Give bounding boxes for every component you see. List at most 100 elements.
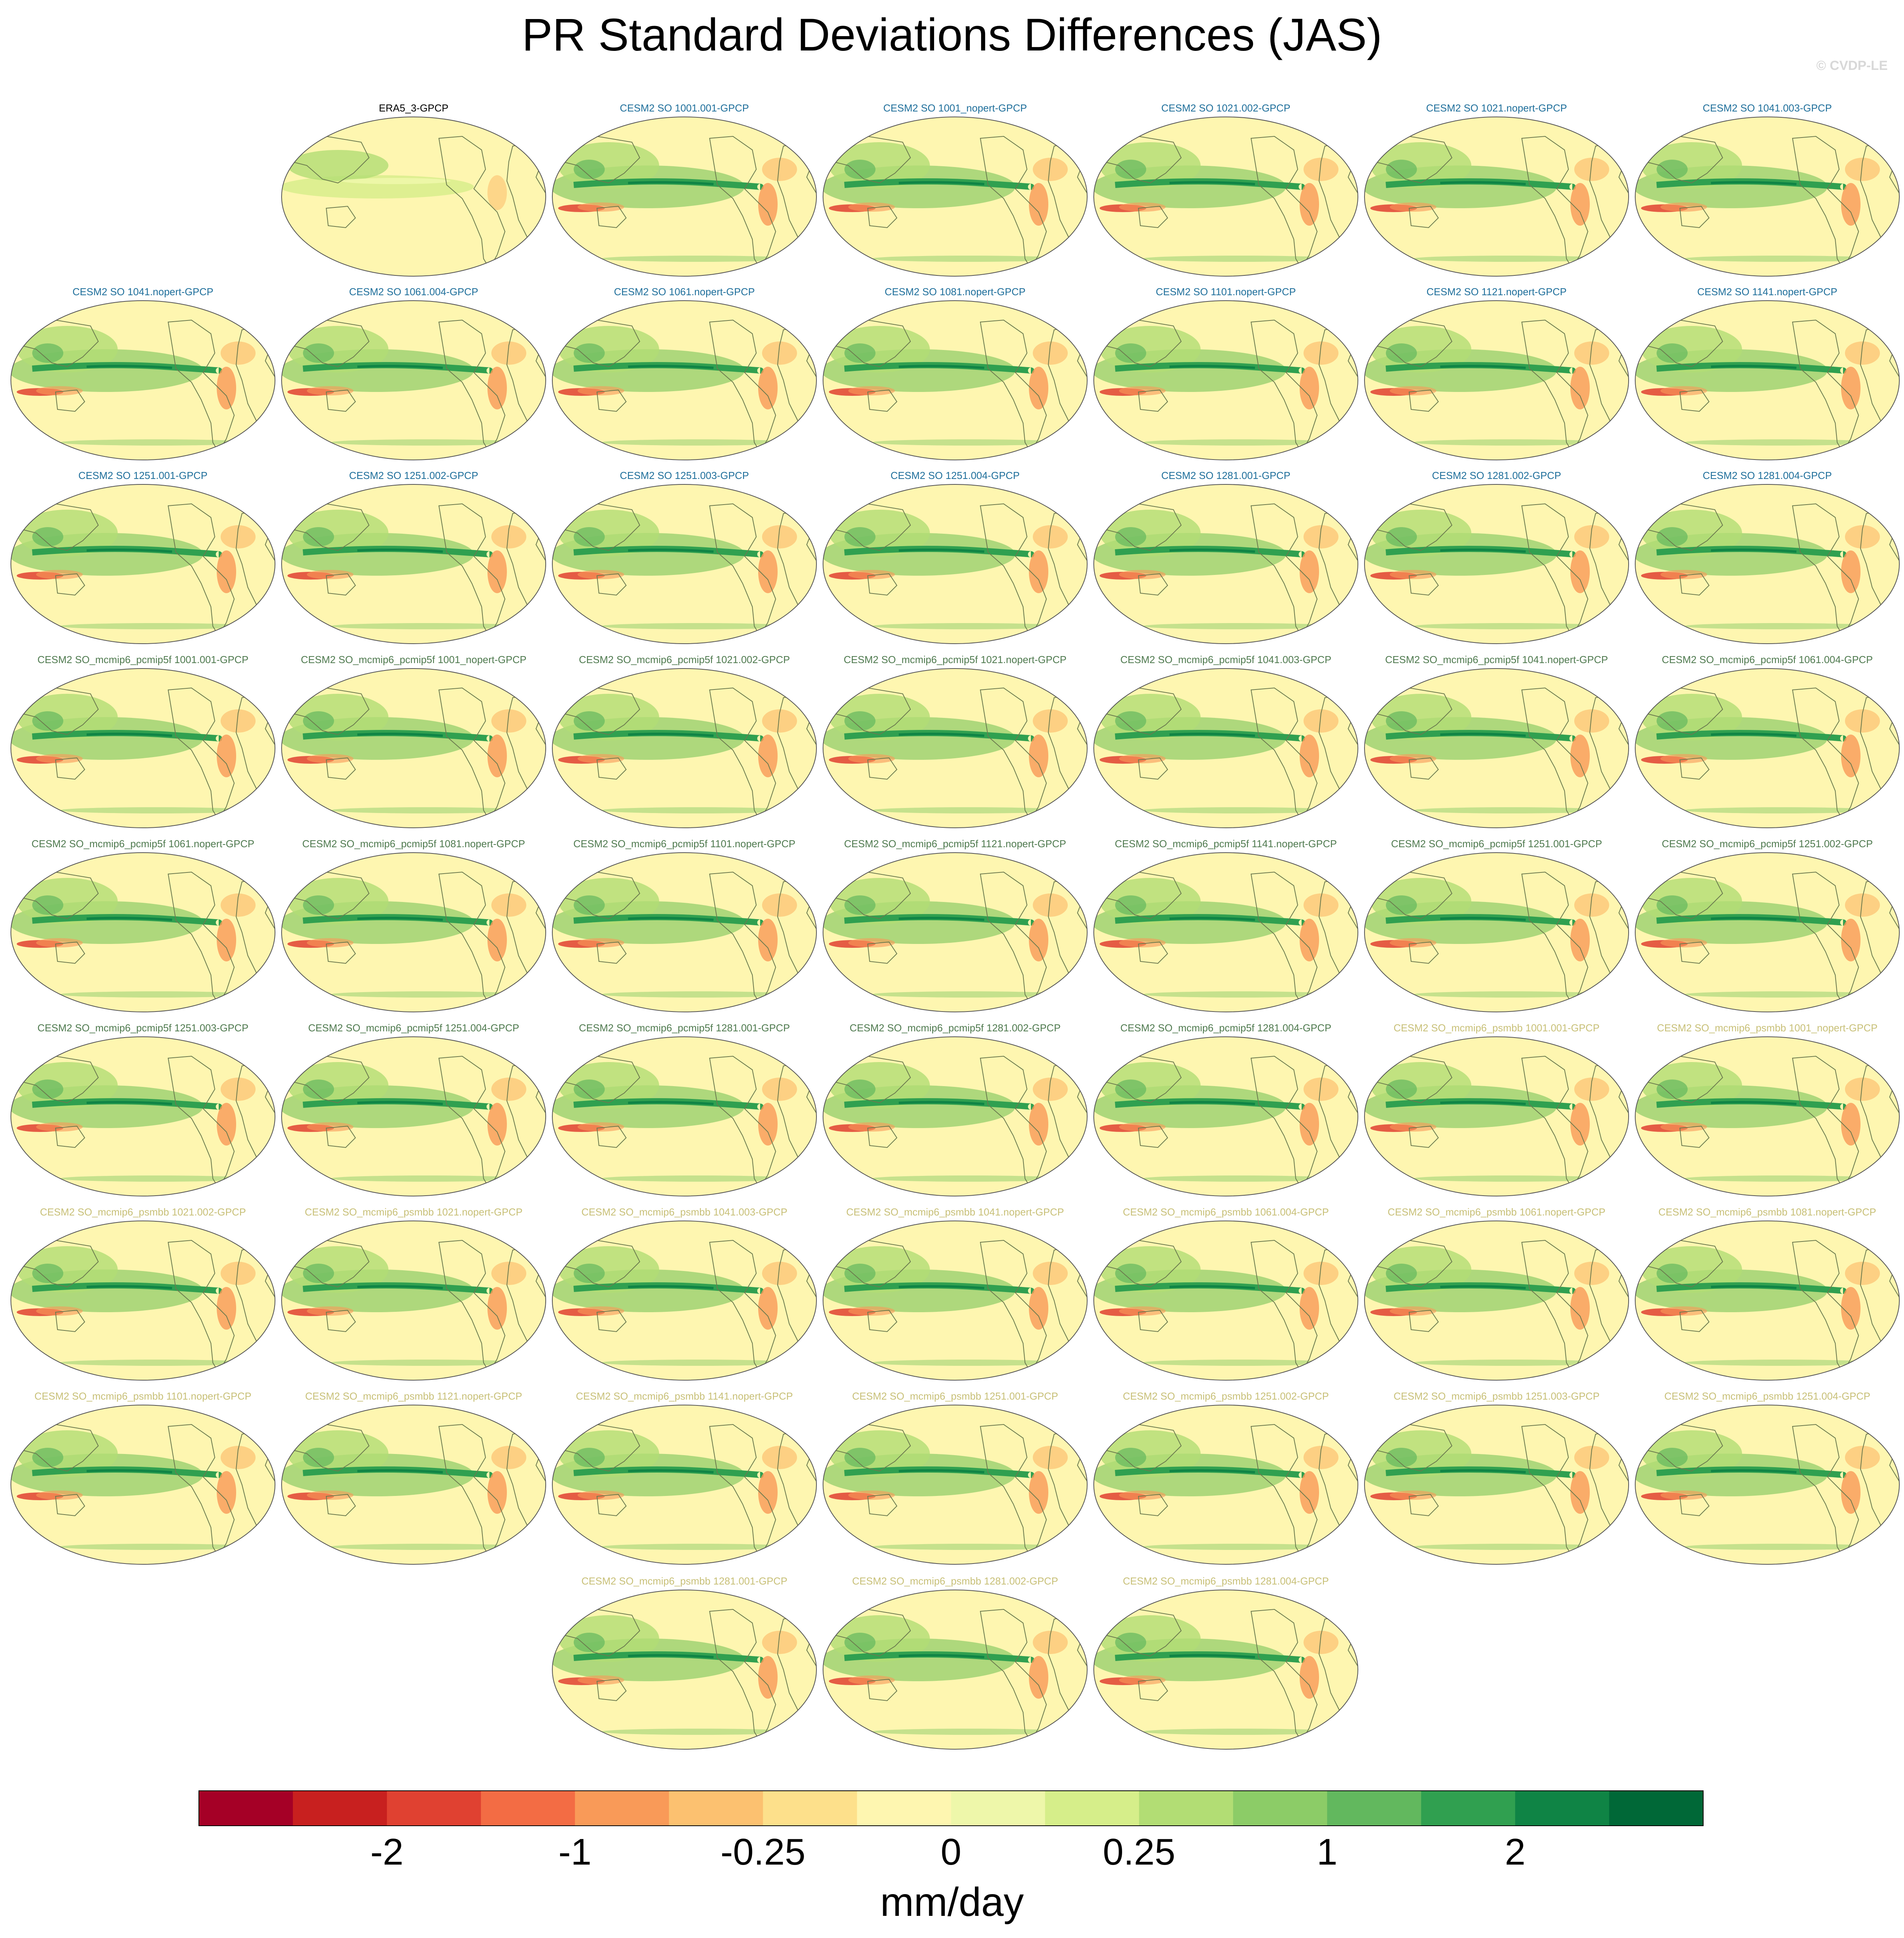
panel-title: CESM2 SO_mcmip6_psmbb 1141.nopert-GPCP [576, 1390, 793, 1402]
colorbar-tick-label: -2 [370, 1831, 404, 1873]
panel-title: CESM2 SO_mcmip6_psmbb 1251.004-GPCP [1664, 1390, 1871, 1402]
map-panel: CESM2 SO_mcmip6_pcmip5f 1281.004-GPCP [1090, 1022, 1362, 1200]
global-map [281, 1405, 546, 1565]
panel-title: CESM2 SO_mcmip6_pcmip5f 1251.002-GPCP [1662, 838, 1873, 850]
map-panel: CESM2 SO 1081.nopert-GPCP [819, 286, 1091, 464]
colorbar-swatch [1327, 1791, 1422, 1826]
colorbar-swatch [387, 1791, 481, 1826]
map-panel: ERA5_3-GPCP [278, 102, 550, 280]
map-panel: CESM2 SO_mcmip6_psmbb 1251.001-GPCP [819, 1390, 1091, 1569]
panel-title: CESM2 SO_mcmip6_pcmip5f 1281.001-GPCP [579, 1022, 790, 1034]
panel-title: CESM2 SO_mcmip6_pcmip5f 1041.nopert-GPCP [1385, 654, 1608, 665]
global-map [552, 117, 817, 277]
map-panel: CESM2 SO_mcmip6_psmbb 1061.nopert-GPCP [1361, 1206, 1632, 1384]
colorbar-swatch [1515, 1791, 1610, 1826]
global-map [281, 300, 546, 460]
map-panel: CESM2 SO_mcmip6_pcmip5f 1251.004-GPCP [278, 1022, 550, 1200]
global-map [552, 1405, 817, 1565]
panel-title: CESM2 SO_mcmip6_pcmip5f 1001.001-GPCP [37, 654, 249, 665]
colorbar-swatch [1609, 1791, 1704, 1826]
colorbar-tick-label: 1 [1317, 1831, 1338, 1873]
panel-title: CESM2 SO_mcmip6_pcmip5f 1061.nopert-GPCP [31, 838, 254, 850]
map-panel: CESM2 SO_mcmip6_pcmip5f 1101.nopert-GPCP [548, 838, 820, 1016]
map-panel: CESM2 SO 1251.001-GPCP [7, 469, 279, 648]
global-map [10, 484, 275, 644]
panel-title: CESM2 SO_mcmip6_pcmip5f 1101.nopert-GPCP [573, 838, 795, 850]
colorbar-swatch [951, 1791, 1046, 1826]
map-panel: CESM2 SO 1021.002-GPCP [1090, 102, 1362, 280]
colorbar-units: mm/day [880, 1880, 1024, 1925]
colorbar-frame [198, 1790, 1704, 1826]
global-map [823, 484, 1088, 644]
map-panel: CESM2 SO 1041.003-GPCP [1631, 102, 1903, 280]
panel-title: CESM2 SO_mcmip6_psmbb 1121.nopert-GPCP [305, 1390, 522, 1402]
global-map [1093, 1405, 1358, 1565]
global-map [823, 1405, 1088, 1565]
map-panel: CESM2 SO 1061.nopert-GPCP [548, 286, 820, 464]
panel-title: CESM2 SO 1021.002-GPCP [1161, 102, 1291, 114]
panel-title: CESM2 SO 1041.003-GPCP [1702, 102, 1832, 114]
global-map [10, 1036, 275, 1196]
colorbar-swatch [199, 1791, 293, 1826]
map-panel: CESM2 SO 1101.nopert-GPCP [1090, 286, 1362, 464]
global-map [823, 300, 1088, 460]
map-panel: CESM2 SO_mcmip6_pcmip5f 1001.001-GPCP [7, 653, 279, 832]
panel-title: CESM2 SO_mcmip6_pcmip5f 1281.002-GPCP [849, 1022, 1061, 1034]
panel-title: CESM2 SO_mcmip6_psmbb 1001_nopert-GPCP [1657, 1022, 1878, 1034]
map-panel: CESM2 SO 1021.nopert-GPCP [1361, 102, 1632, 280]
panel-title: CESM2 SO 1001.001-GPCP [620, 102, 749, 114]
global-map [552, 300, 817, 460]
global-map [1364, 852, 1629, 1012]
map-panel: CESM2 SO_mcmip6_psmbb 1281.004-GPCP [1090, 1575, 1362, 1753]
global-map [281, 668, 546, 828]
global-map [552, 852, 817, 1012]
panel-title: CESM2 SO 1061.004-GPCP [349, 286, 479, 298]
map-panel: CESM2 SO 1251.002-GPCP [278, 469, 550, 648]
panel-title: CESM2 SO_mcmip6_pcmip5f 1021.002-GPCP [579, 654, 790, 665]
panel-title: CESM2 SO_mcmip6_psmbb 1251.003-GPCP [1393, 1390, 1600, 1402]
panel-title: CESM2 SO_mcmip6_psmbb 1251.002-GPCP [1123, 1390, 1329, 1402]
panel-title: CESM2 SO_mcmip6_pcmip5f 1021.nopert-GPCP [844, 654, 1067, 665]
map-panel: CESM2 SO 1121.nopert-GPCP [1361, 286, 1632, 464]
global-map [552, 1590, 817, 1750]
map-panel: CESM2 SO 1001.001-GPCP [548, 102, 820, 280]
map-panel: CESM2 SO_mcmip6_pcmip5f 1121.nopert-GPCP [819, 838, 1091, 1016]
panel-title: CESM2 SO_mcmip6_psmbb 1251.001-GPCP [852, 1390, 1058, 1402]
colorbar-swatch [575, 1791, 669, 1826]
figure-title: PR Standard Deviations Differences (JAS) [522, 9, 1382, 61]
panel-title: CESM2 SO_mcmip6_pcmip5f 1251.003-GPCP [37, 1022, 249, 1034]
global-map [1635, 117, 1900, 277]
colorbar-tick-label: 2 [1505, 1831, 1526, 1873]
global-map [1093, 300, 1358, 460]
global-map [823, 1221, 1088, 1381]
global-map [281, 852, 546, 1012]
map-panel: CESM2 SO 1001_nopert-GPCP [819, 102, 1091, 280]
panel-title: CESM2 SO_mcmip6_pcmip5f 1121.nopert-GPCP [844, 838, 1066, 850]
global-map [552, 668, 817, 828]
panel-title: CESM2 SO_mcmip6_pcmip5f 1061.004-GPCP [1662, 654, 1873, 665]
global-map [1364, 668, 1629, 828]
map-panel: CESM2 SO_mcmip6_psmbb 1001.001-GPCP [1361, 1022, 1632, 1200]
map-panel: CESM2 SO_mcmip6_pcmip5f 1281.001-GPCP [548, 1022, 820, 1200]
map-panel: CESM2 SO_mcmip6_psmbb 1251.004-GPCP [1631, 1390, 1903, 1569]
colorbar-tick-label: 0 [940, 1831, 962, 1873]
map-panel: CESM2 SO_mcmip6_pcmip5f 1251.001-GPCP [1361, 838, 1632, 1016]
map-panel: CESM2 SO_mcmip6_pcmip5f 1021.002-GPCP [548, 653, 820, 832]
panel-title: CESM2 SO_mcmip6_pcmip5f 1041.003-GPCP [1120, 654, 1331, 665]
global-map [1093, 852, 1358, 1012]
global-map [1635, 484, 1900, 644]
panel-title: CESM2 SO 1121.nopert-GPCP [1426, 286, 1567, 298]
panel-title: CESM2 SO_mcmip6_pcmip5f 1001_nopert-GPCP [301, 654, 527, 665]
map-panel: CESM2 SO 1251.004-GPCP [819, 469, 1091, 648]
map-panel: CESM2 SO 1251.003-GPCP [548, 469, 820, 648]
global-map [1364, 1036, 1629, 1196]
panel-title: CESM2 SO 1281.004-GPCP [1702, 470, 1832, 481]
colorbar-swatch [763, 1791, 857, 1826]
global-map [281, 1221, 546, 1381]
global-map [552, 1036, 817, 1196]
colorbar-tick-label: -0.25 [720, 1831, 806, 1873]
panel-title: CESM2 SO_mcmip6_psmbb 1281.004-GPCP [1123, 1575, 1329, 1587]
map-panel: CESM2 SO_mcmip6_psmbb 1281.002-GPCP [819, 1575, 1091, 1753]
map-panel: CESM2 SO_mcmip6_psmbb 1061.004-GPCP [1090, 1206, 1362, 1384]
colorbar-swatch [1139, 1791, 1234, 1826]
